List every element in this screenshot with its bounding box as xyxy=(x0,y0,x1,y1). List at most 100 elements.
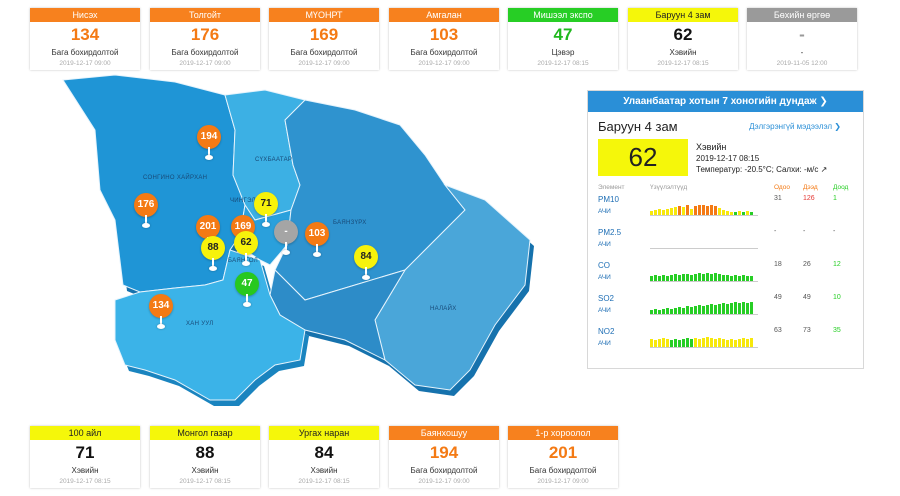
station-time: 2019-12-17 08:15 xyxy=(298,478,350,485)
map-marker[interactable]: 103 xyxy=(305,222,329,258)
station-time: 2019-11-05 12:00 xyxy=(776,60,828,67)
pollutant-row-so2[interactable]: SO2 АЧИ 49 49 10 xyxy=(598,294,853,322)
station-card-mongol-gazar[interactable]: Монгол газар 88 Хэвийн 2019-12-17 08:15 xyxy=(150,426,260,488)
map-marker[interactable]: 88 xyxy=(201,236,225,272)
station-status: Цэвэр xyxy=(551,48,575,57)
map-label-sukhbaatar: СҮХБААТАР xyxy=(255,157,293,163)
station-card-baruun-4-zam[interactable]: Баруун 4 зам 62 Хэвийн 2019-12-17 08:15 xyxy=(628,8,738,70)
station-value: 169 xyxy=(309,25,339,44)
so2-sparkline xyxy=(650,302,758,315)
pollutant-row-no2[interactable]: NO2 АЧИ 63 73 35 xyxy=(598,327,853,355)
station-status: Хэвийн xyxy=(71,466,99,475)
pm25-sparkline xyxy=(650,248,758,249)
station-value: 201 xyxy=(548,443,578,462)
pollutant-row-co[interactable]: CO АЧИ 18 26 12 xyxy=(598,261,853,289)
station-card-nisekh[interactable]: Нисэх 134 Бага бохирдолтой 2019-12-17 09… xyxy=(30,8,140,70)
panel-aqi-value: 62 xyxy=(598,139,688,176)
col-header-min: Доод xyxy=(833,184,849,191)
marker-value: 71 xyxy=(254,192,278,216)
pm10-sparkline xyxy=(650,205,758,216)
panel-title-link[interactable]: Улаанбаатар хотын 7 хоногийн дундаж ❯ xyxy=(588,91,863,112)
station-name: Мишээл экспо xyxy=(508,8,618,22)
pollutant-name: SO2 xyxy=(598,294,615,303)
map-marker[interactable]: 62 xyxy=(234,231,258,267)
station-status: Бага бохирдолтой xyxy=(410,466,478,475)
station-value: 71 xyxy=(75,443,95,462)
station-card-1r-khoroolol[interactable]: 1-р хороолол 201 Бага бохирдолтой 2019-1… xyxy=(508,426,618,488)
pollutant-kind: АЧИ xyxy=(598,274,611,281)
weekly-average-panel: Улаанбаатар хотын 7 хоногийн дундаж ❯ Ба… xyxy=(587,90,864,369)
station-status: Хэвийн xyxy=(191,466,219,475)
station-value: 88 xyxy=(195,443,215,462)
station-name: МҮОНРТ xyxy=(269,8,379,22)
station-status: Бага бохирдолтой xyxy=(290,48,358,57)
pollutant-now: 49 xyxy=(774,294,782,301)
marker-value: 62 xyxy=(234,231,258,255)
station-value: 47 xyxy=(553,25,573,44)
map-marker[interactable]: 194 xyxy=(197,125,221,161)
map-marker[interactable]: - xyxy=(274,220,298,256)
pollutant-row-pm25[interactable]: PM2.5 АЧИ - - - xyxy=(598,228,853,256)
station-card-muonrt[interactable]: МҮОНРТ 169 Бага бохирдолтой 2019-12-17 0… xyxy=(269,8,379,70)
map-marker[interactable]: 84 xyxy=(354,245,378,281)
col-header-max: Дээд xyxy=(803,184,818,191)
map-label-chingeltei: ЧИНГЭЛТЭЙ xyxy=(230,198,269,204)
station-name: Баянхошуу xyxy=(389,426,499,440)
marker-value: 201 xyxy=(196,215,220,239)
pollutant-now: 31 xyxy=(774,195,782,202)
station-time: 2019-12-17 09:00 xyxy=(418,60,470,67)
station-status: - xyxy=(800,48,804,57)
pollutant-max: 73 xyxy=(803,327,811,334)
col-header-element: Элемент xyxy=(598,184,625,191)
map-marker[interactable]: 176 xyxy=(134,193,158,229)
pollutant-row-pm10[interactable]: PM10 АЧИ 31 126 1 xyxy=(598,195,853,223)
station-status: Бага бохирдолтой xyxy=(51,48,119,57)
pollutant-now: 18 xyxy=(774,261,782,268)
marker-value: 194 xyxy=(197,125,221,149)
panel-weather: Температур: -20.5°C; Салхи: -м/с ↗ xyxy=(696,165,828,174)
marker-value: - xyxy=(274,220,298,244)
map-label-bayanzurkh: БАЯНЗҮРХ xyxy=(333,220,367,226)
station-time: 2019-12-17 09:00 xyxy=(418,478,470,485)
panel-station-name: Баруун 4 зам xyxy=(598,119,678,134)
station-value: 62 xyxy=(673,25,693,44)
station-name: Баруун 4 зам xyxy=(628,8,738,22)
marker-value: 176 xyxy=(134,193,158,217)
station-status: Хэвийн xyxy=(310,466,338,475)
details-link[interactable]: Дэлгэрэнгүй мэдээлэл ❯ xyxy=(749,122,841,131)
station-card-urgakh-naran[interactable]: Ургах наран 84 Хэвийн 2019-12-17 08:15 xyxy=(269,426,379,488)
map-label-songino-khairkhan: СОНГИНО ХАЙРХАН xyxy=(143,175,208,181)
station-card-bukhiin-urguu[interactable]: Бөхийн өргөө - - 2019-11-05 12:00 xyxy=(747,8,857,70)
station-time: 2019-12-17 08:15 xyxy=(657,60,709,67)
col-header-indicators: Үзүүлэлтүүд xyxy=(650,184,688,191)
map-marker[interactable]: 134 xyxy=(149,294,173,330)
station-name: Монгол газар xyxy=(150,426,260,440)
pollutant-max: 126 xyxy=(803,195,815,202)
station-time: 2019-12-17 08:15 xyxy=(179,478,231,485)
pollutant-name: PM2.5 xyxy=(598,228,622,237)
pollutant-min: 12 xyxy=(833,261,841,268)
marker-value: 84 xyxy=(354,245,378,269)
marker-value: 88 xyxy=(201,236,225,260)
station-card-bayankhoshuu[interactable]: Баянхошуу 194 Бага бохирдолтой 2019-12-1… xyxy=(389,426,499,488)
station-card-misheel-expo[interactable]: Мишээл экспо 47 Цэвэр 2019-12-17 08:15 xyxy=(508,8,618,70)
station-card-amgalan[interactable]: Амгалан 103 Бага бохирдолтой 2019-12-17 … xyxy=(389,8,499,70)
station-name: Бөхийн өргөө xyxy=(747,8,857,22)
pollutant-kind: АЧИ xyxy=(598,340,611,347)
map-marker[interactable]: 71 xyxy=(254,192,278,228)
co-sparkline xyxy=(650,273,758,282)
marker-value: 134 xyxy=(149,294,173,318)
pollutant-kind: АЧИ xyxy=(598,241,611,248)
station-card-tolgoit[interactable]: Толгойт 176 Бага бохирдолтой 2019-12-17 … xyxy=(150,8,260,70)
map-marker[interactable]: 47 xyxy=(235,272,259,308)
station-time: 2019-12-17 09:00 xyxy=(537,478,589,485)
station-name: Толгойт xyxy=(150,8,260,22)
station-card-100-ail[interactable]: 100 айл 71 Хэвийн 2019-12-17 08:15 xyxy=(30,426,140,488)
pollutant-min: 35 xyxy=(833,327,841,334)
station-time: 2019-12-17 08:15 xyxy=(59,478,111,485)
pollutant-kind: АЧИ xyxy=(598,307,611,314)
station-name: 1-р хороолол xyxy=(508,426,618,440)
station-value: 134 xyxy=(70,25,100,44)
panel-datetime: 2019-12-17 08:15 xyxy=(696,154,760,163)
pollutant-kind: АЧИ xyxy=(598,208,611,215)
